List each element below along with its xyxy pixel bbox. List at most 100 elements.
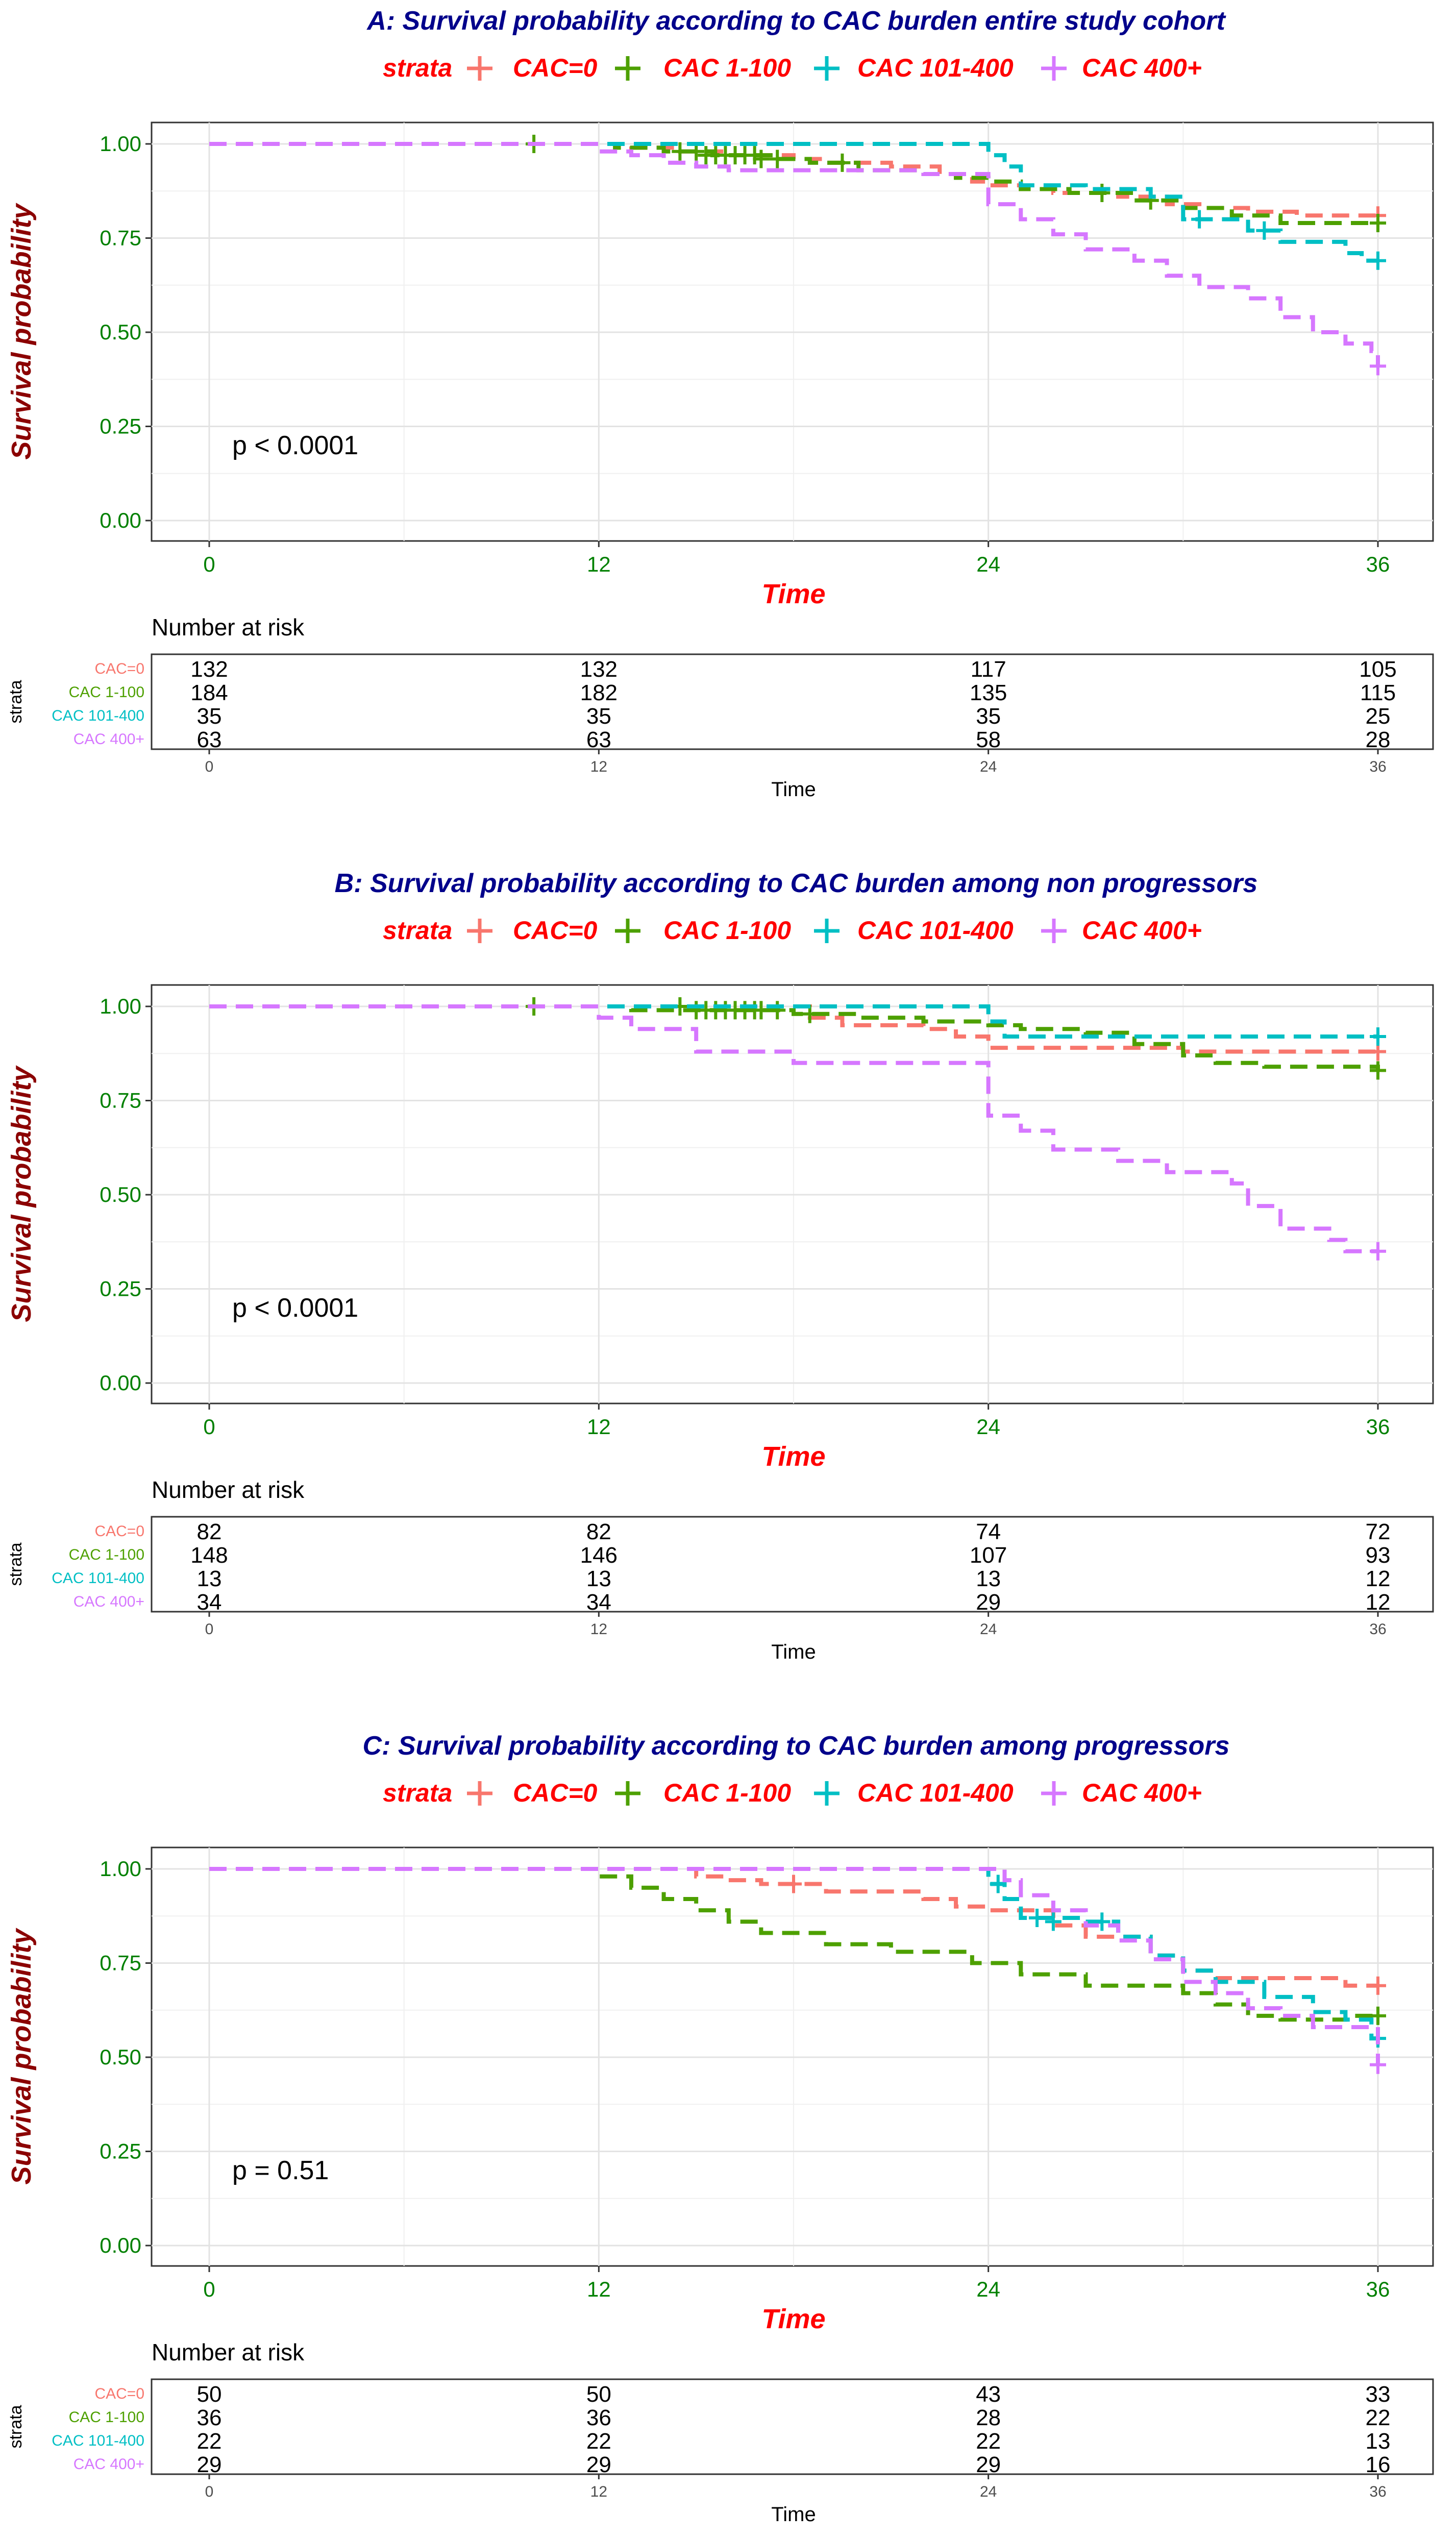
risk-strata-label: strata [6,1542,26,1586]
risk-count: 25 [1366,704,1391,729]
censor-mark [672,142,688,161]
censor-mark [785,1875,802,1893]
x-tick-label: 0 [203,552,215,576]
survival-curve [209,142,1378,218]
censor-mark [1094,183,1110,202]
x-tick-label: 24 [976,552,1000,576]
legend-label: CAC 101-400 [857,54,1014,82]
risk-count: 35 [197,704,222,729]
censor-mark [1370,1027,1386,1046]
x-axis-label: Time [761,579,825,609]
p-value: p < 0.0001 [232,1293,358,1323]
risk-row-label: CAC 400+ [73,2456,144,2473]
y-axis-label: Survival probability [6,1065,37,1322]
legend-key-cac-0 [467,1781,492,1806]
censor-mark [1256,221,1273,240]
risk-count: 22 [586,2429,611,2454]
y-tick-label: 0.25 [100,1277,141,1301]
censor-mark [1370,2055,1386,2074]
y-tick-label: 0.25 [100,414,141,438]
risk-count: 105 [1359,657,1396,682]
risk-row-label: CAC 1-100 [69,1546,144,1563]
survival-curve [209,1004,1380,1071]
legend-label: CAC 400+ [1082,54,1202,82]
risk-count: 29 [976,2452,1001,2477]
legend-key-cac-1-100 [615,919,640,943]
risk-count: 50 [586,2382,611,2407]
legend-key-cac-1-100 [615,56,640,81]
risk-count: 29 [197,2452,222,2477]
risk-table-panel [151,2378,1434,2475]
risk-row-label: CAC=0 [94,2385,144,2402]
risk-count: 82 [586,1519,611,1544]
y-tick-label: 1.00 [100,1857,141,1881]
risk-count: 28 [976,2405,1001,2430]
x-tick-label: 12 [587,1415,611,1439]
legend-key-cac-400- [1041,56,1067,81]
legend-label: CAC 400+ [1082,916,1202,945]
legend-label: CAC 1-100 [663,54,791,82]
legend-label: CAC 400+ [1082,1779,1202,1807]
survival-curve [209,1004,1378,1253]
chart-title: B: Survival probability according to CAC… [335,869,1258,898]
risk-count: 43 [976,2382,1001,2407]
x-tick-label: 12 [587,552,611,576]
risk-table-title: Number at risk [152,1476,305,1503]
y-tick-label: 0.25 [100,2139,141,2163]
risk-count: 184 [190,680,228,705]
risk-count: 35 [586,704,611,729]
censor-mark [1094,1912,1110,1931]
risk-tick-label: 0 [205,2483,214,2500]
risk-table-title: Number at risk [152,2339,305,2365]
censor-mark [1370,1242,1386,1261]
x-tick-label: 24 [976,1415,1000,1439]
survival-curve [209,1867,1380,2065]
risk-count: 12 [1366,1590,1391,1615]
risk-row-label: CAC 400+ [73,1593,144,1610]
risk-count: 33 [1366,2382,1391,2407]
risk-strata-label: strata [6,2405,26,2448]
legend-label: CAC 101-400 [857,1779,1014,1807]
panel-a: A: Survival probability according to CAC… [6,6,1434,801]
censor-mark [1370,357,1386,376]
risk-count: 72 [1366,1519,1391,1544]
legend-label: CAC 1-100 [663,916,791,945]
legend-title: strata [383,1779,452,1807]
risk-count: 35 [976,704,1001,729]
chart-title: C: Survival probability according to CAC… [363,1731,1230,1761]
panel-c: C: Survival probability according to CAC… [6,1731,1434,2526]
y-tick-label: 0.00 [100,508,141,532]
x-tick-label: 36 [1366,2277,1390,2301]
risk-count: 12 [1366,1566,1391,1591]
risk-count: 132 [580,657,618,682]
risk-count: 63 [197,727,222,752]
risk-table: Number at risk strata CAC=0 132 132 117 105 CAC… [6,614,1434,801]
p-value: p < 0.0001 [232,431,358,460]
risk-count: 132 [190,657,228,682]
legend-title: strata [383,54,452,82]
censor-mark [1045,1912,1062,1931]
y-tick-label: 0.75 [100,226,141,250]
legend-key-cac-400- [1041,1781,1067,1806]
x-tick-label: 36 [1366,1415,1390,1439]
risk-table-title: Number at risk [152,614,305,640]
risk-row-label: CAC 1-100 [69,2409,144,2426]
legend-label: CAC 101-400 [857,916,1014,945]
risk-count: 74 [976,1519,1001,1544]
chart-title: A: Survival probability according to CAC… [366,6,1226,36]
risk-table-panel [151,1516,1434,1613]
risk-count: 107 [970,1543,1007,1568]
risk-count: 63 [586,727,611,752]
risk-count: 22 [1366,2405,1391,2430]
y-tick-label: 0.50 [100,1182,141,1206]
censor-mark [990,1875,1006,1893]
risk-count: 29 [586,2452,611,2477]
risk-tick-label: 0 [205,758,214,775]
risk-table-panel [151,653,1434,750]
risk-count: 50 [197,2382,222,2407]
legend-key-cac-1-100 [615,1781,640,1806]
censor-mark [1029,1908,1046,1927]
risk-count: 34 [197,1590,222,1615]
risk-row-label: CAC=0 [94,660,144,677]
legend-key-cac-101-400 [814,919,840,943]
